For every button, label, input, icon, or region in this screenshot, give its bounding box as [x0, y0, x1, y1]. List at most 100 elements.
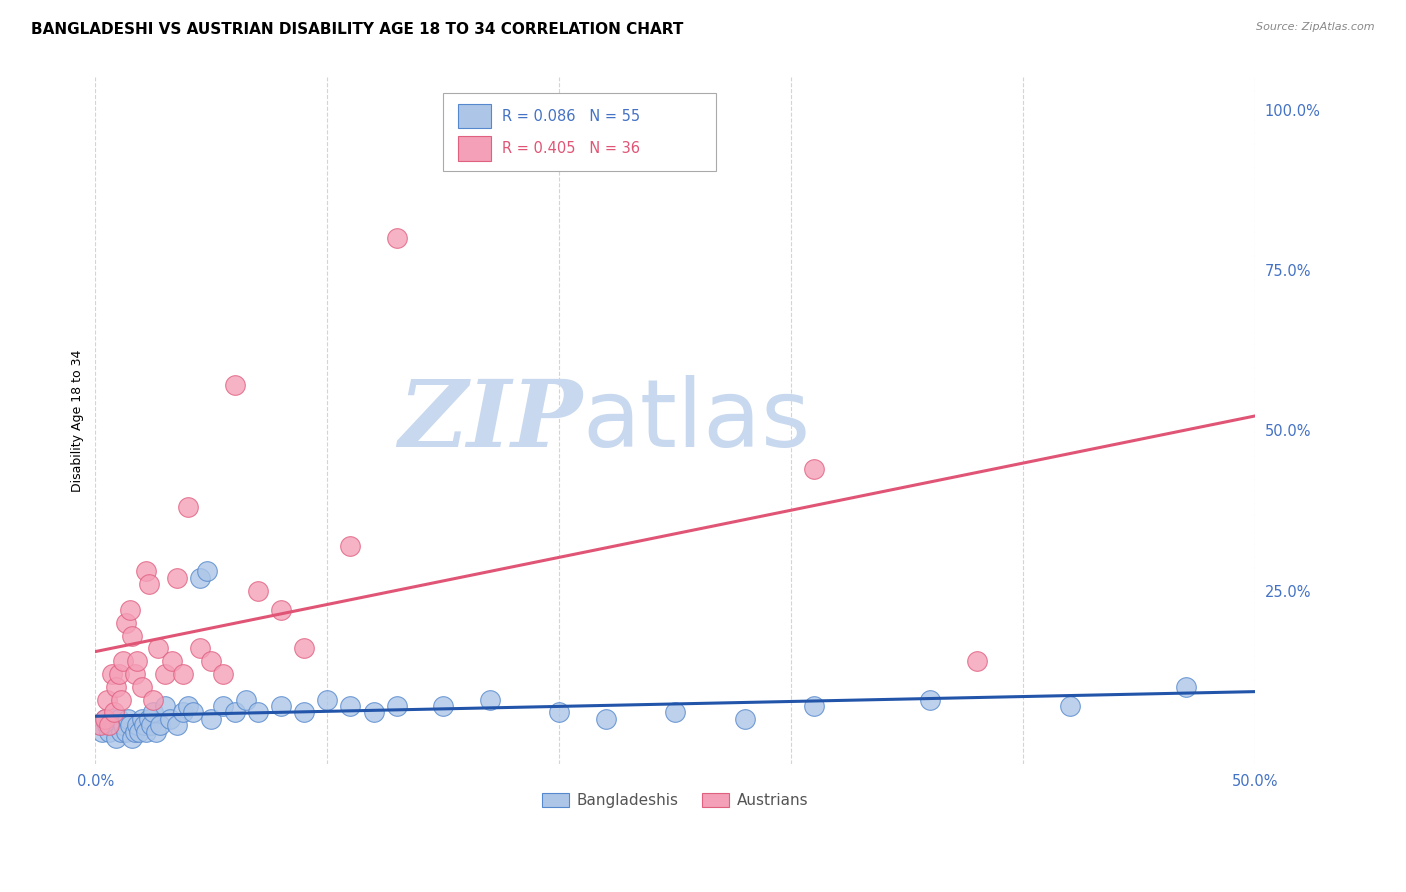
Point: [292, 641, 315, 656]
Point: [131, 712, 153, 726]
Point: [200, 712, 222, 726]
Point: [127, 718, 149, 732]
Point: [105, 680, 128, 694]
Point: [103, 706, 125, 720]
Text: R = 0.086   N = 55: R = 0.086 N = 55: [502, 109, 641, 124]
Point: [270, 699, 292, 714]
Point: [142, 692, 165, 706]
Point: [128, 724, 150, 739]
Point: [224, 706, 246, 720]
Point: [734, 712, 756, 726]
Point: [159, 712, 181, 726]
Point: [127, 654, 149, 668]
Point: [138, 712, 160, 726]
Point: [432, 699, 454, 714]
Legend: Bangladeshis, Austrians: Bangladeshis, Austrians: [536, 788, 814, 814]
Point: [803, 699, 825, 714]
Text: R = 0.405   N = 36: R = 0.405 N = 36: [502, 141, 640, 156]
Point: [114, 724, 136, 739]
Point: [139, 718, 162, 732]
Point: [120, 603, 142, 617]
Point: [107, 712, 129, 726]
Point: [478, 692, 501, 706]
Text: BANGLADESHI VS AUSTRIAN DISABILITY AGE 18 TO 34 CORRELATION CHART: BANGLADESHI VS AUSTRIAN DISABILITY AGE 1…: [31, 22, 683, 37]
Point: [124, 724, 146, 739]
FancyBboxPatch shape: [443, 93, 716, 171]
Point: [195, 565, 218, 579]
Point: [153, 699, 176, 714]
Point: [166, 571, 188, 585]
Point: [212, 667, 235, 681]
Point: [145, 724, 167, 739]
Point: [385, 699, 408, 714]
FancyBboxPatch shape: [458, 136, 491, 161]
Point: [91, 724, 114, 739]
Point: [339, 539, 361, 553]
Point: [117, 712, 139, 726]
Point: [803, 461, 825, 475]
Point: [292, 706, 315, 720]
Point: [96, 692, 118, 706]
Point: [120, 718, 142, 732]
Point: [142, 706, 165, 720]
Point: [181, 706, 204, 720]
Point: [105, 731, 128, 746]
Point: [100, 667, 122, 681]
Point: [385, 231, 408, 245]
Text: atlas: atlas: [582, 375, 811, 467]
Point: [124, 667, 146, 681]
Point: [89, 718, 111, 732]
Point: [121, 731, 143, 746]
Point: [246, 706, 269, 720]
Point: [103, 718, 125, 732]
Point: [966, 654, 988, 668]
Point: [149, 718, 172, 732]
Point: [131, 680, 153, 694]
Point: [363, 706, 385, 720]
Point: [246, 583, 269, 598]
Point: [173, 706, 195, 720]
Point: [1059, 699, 1081, 714]
Point: [135, 565, 157, 579]
Point: [212, 699, 235, 714]
Point: [270, 603, 292, 617]
Point: [132, 718, 155, 732]
Point: [100, 712, 122, 726]
Point: [224, 378, 246, 392]
Point: [146, 641, 169, 656]
Point: [166, 718, 188, 732]
Point: [135, 724, 157, 739]
Point: [98, 718, 121, 732]
Point: [93, 712, 115, 726]
Point: [177, 699, 200, 714]
Point: [110, 692, 132, 706]
Point: [107, 667, 129, 681]
Point: [160, 654, 183, 668]
Point: [235, 692, 257, 706]
Point: [153, 667, 176, 681]
Text: Source: ZipAtlas.com: Source: ZipAtlas.com: [1257, 22, 1375, 32]
Point: [96, 718, 118, 732]
Y-axis label: Disability Age 18 to 34: Disability Age 18 to 34: [72, 350, 84, 491]
Point: [548, 706, 571, 720]
Point: [200, 654, 222, 668]
Point: [121, 628, 143, 642]
Point: [316, 692, 339, 706]
Point: [188, 571, 211, 585]
Point: [664, 706, 686, 720]
Point: [112, 718, 135, 732]
Point: [93, 712, 115, 726]
Point: [177, 500, 200, 515]
FancyBboxPatch shape: [458, 103, 491, 128]
Point: [1174, 680, 1197, 694]
Point: [188, 641, 211, 656]
Point: [920, 692, 942, 706]
Point: [110, 724, 132, 739]
Point: [173, 667, 195, 681]
Point: [89, 718, 111, 732]
Point: [98, 724, 121, 739]
Point: [339, 699, 361, 714]
Point: [138, 577, 160, 591]
Point: [114, 615, 136, 630]
Point: [112, 654, 135, 668]
